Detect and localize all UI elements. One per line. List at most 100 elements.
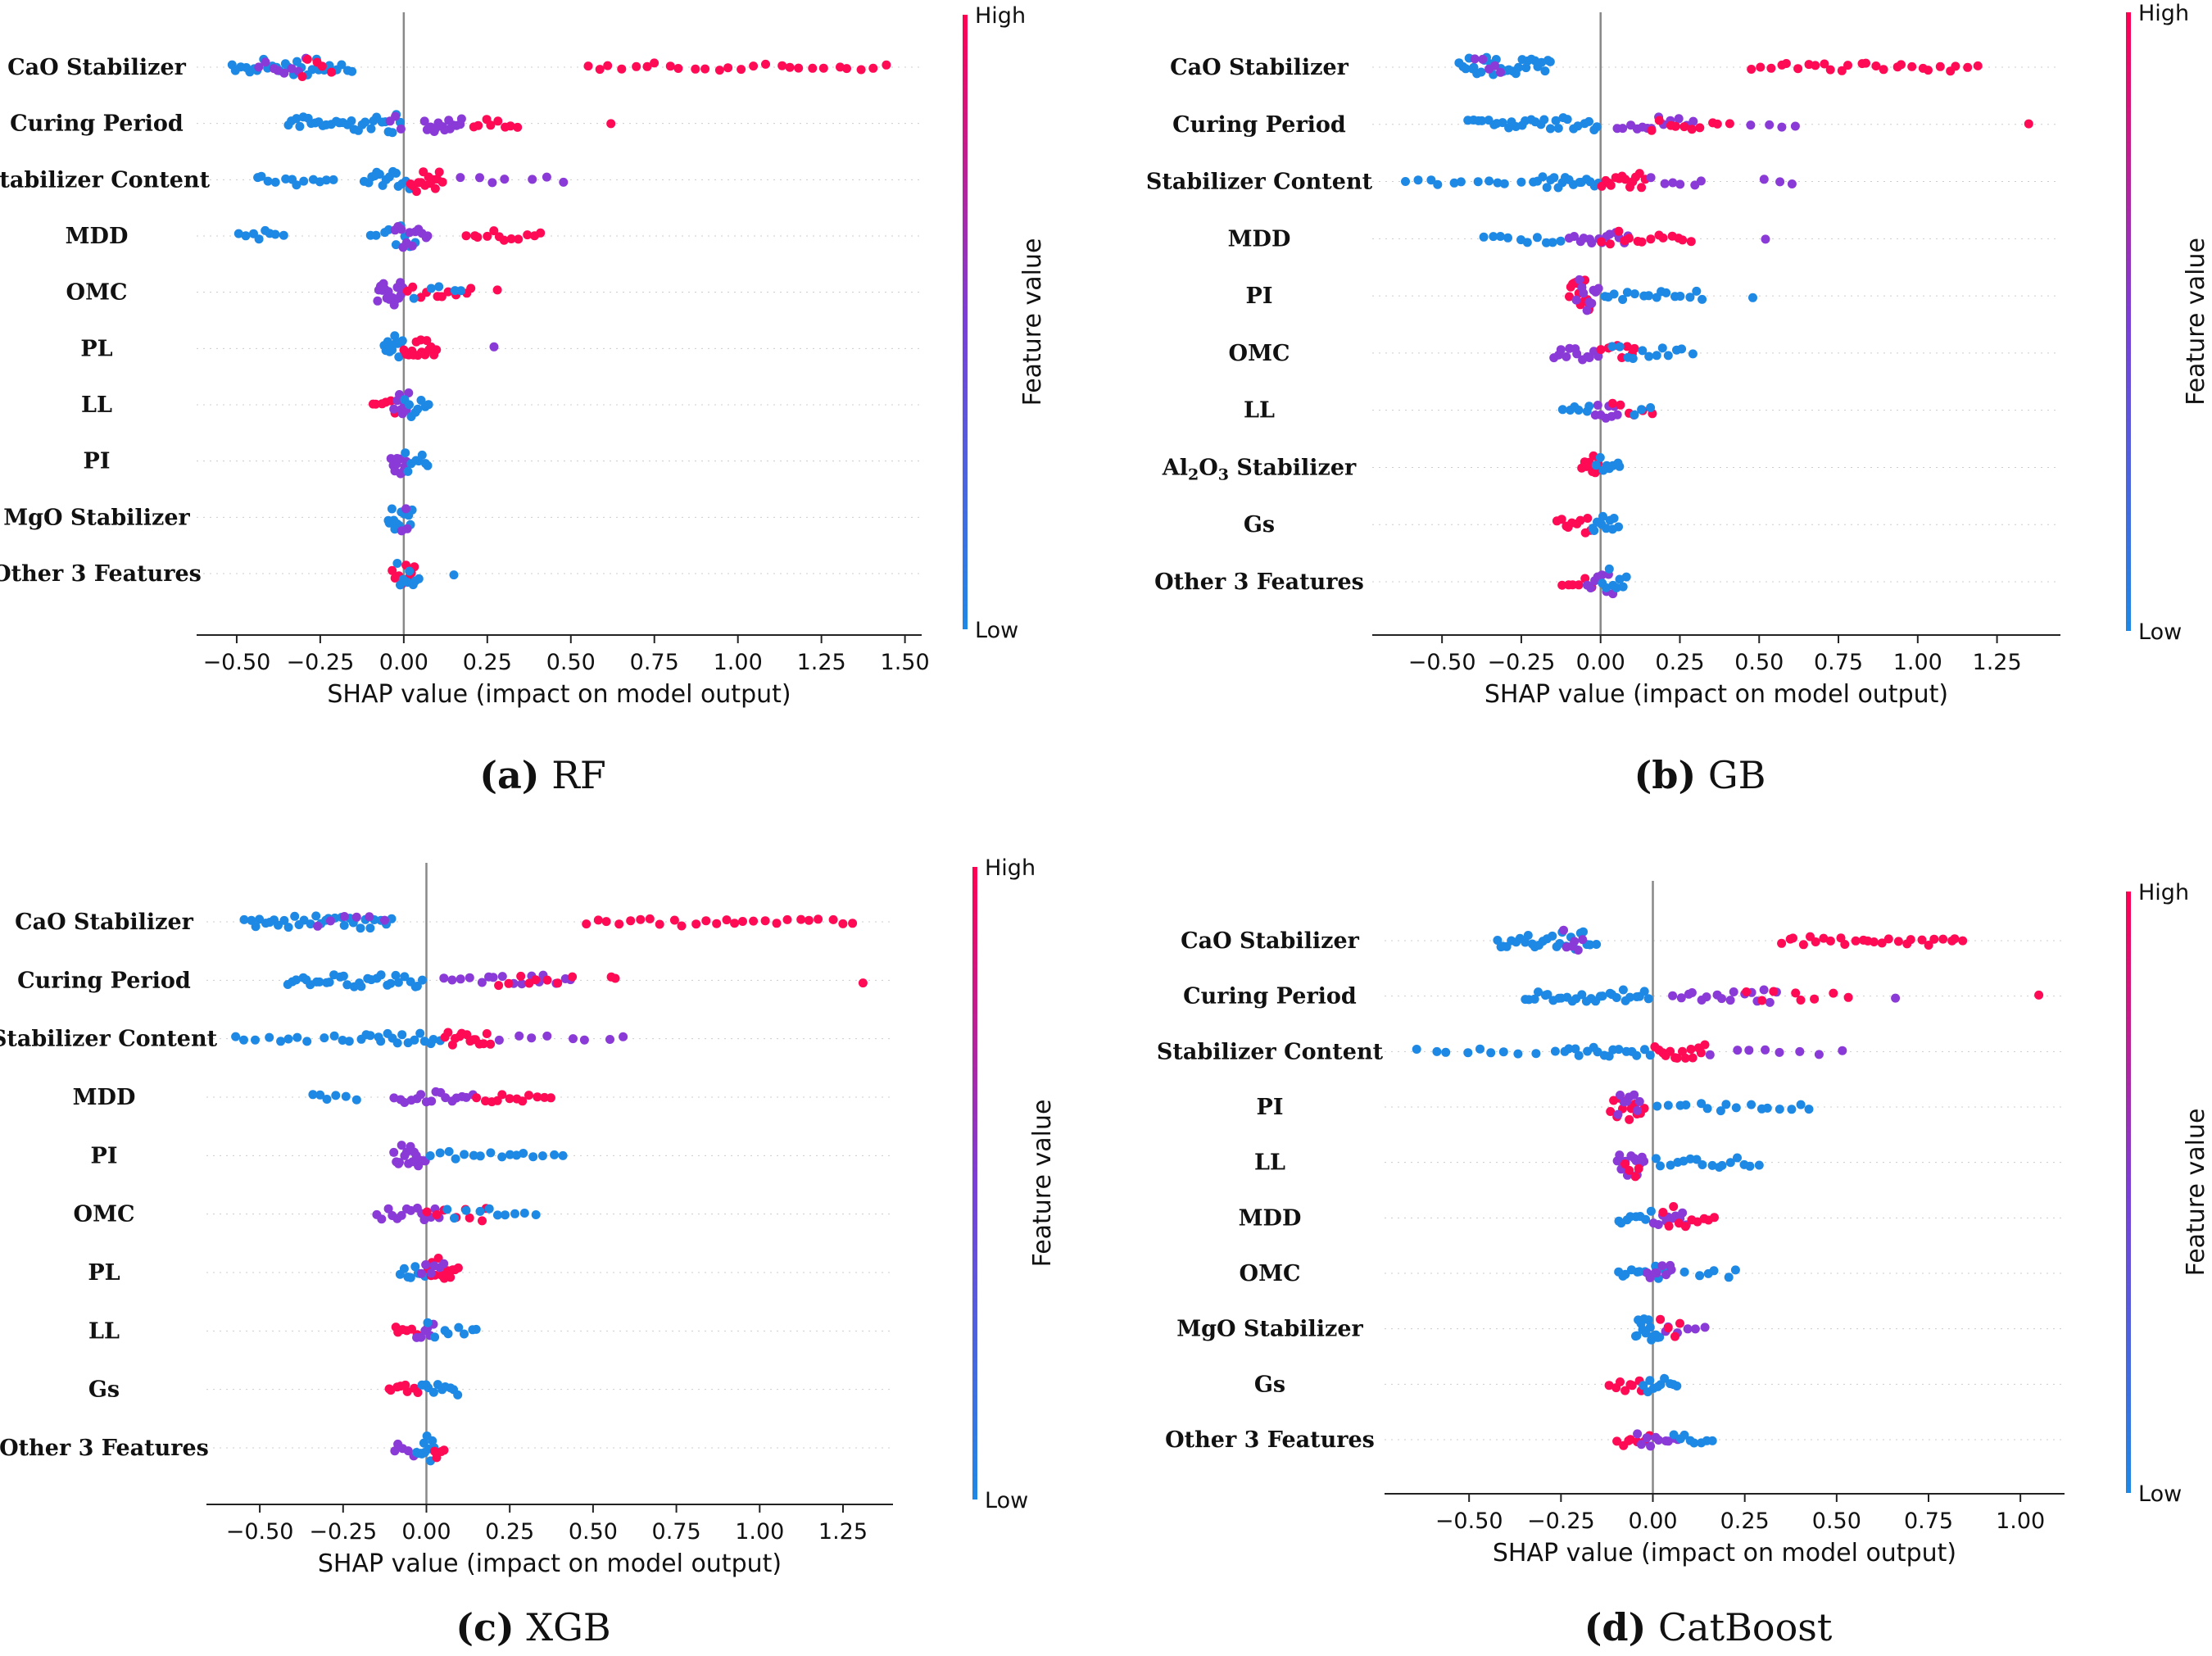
feature-label: CaO Stabilizer: [1181, 928, 1360, 954]
shap-dot: [1790, 121, 1800, 131]
shap-dot: [1654, 116, 1664, 125]
shap-dot: [391, 240, 401, 250]
shap-dot: [400, 972, 410, 982]
shap-dot: [1611, 993, 1621, 1002]
shap-dot: [1627, 1381, 1637, 1391]
shap-dot: [1698, 1160, 1707, 1169]
shap-dot: [777, 61, 787, 70]
shap-dot: [1584, 116, 1593, 126]
colorbar-high-label: High: [2138, 1, 2189, 26]
shap-dot: [1702, 1104, 1712, 1114]
shap-dot: [1604, 564, 1614, 574]
shap-dot: [1879, 65, 1888, 75]
feature-label: CaO Stabilizer: [1170, 55, 1349, 80]
shap-dot: [1572, 349, 1582, 359]
shap-dot: [1633, 1429, 1643, 1439]
shap-dot: [677, 921, 687, 931]
shap-dot: [1470, 54, 1480, 64]
shap-dot: [636, 914, 646, 924]
shap-dot: [1479, 232, 1489, 242]
shap-dot: [410, 1035, 419, 1045]
shap-dot: [1646, 173, 1656, 183]
shap-dot: [308, 1090, 318, 1100]
shap-dot: [1495, 232, 1505, 241]
shap-dot: [295, 121, 305, 131]
shap-dot: [1646, 1441, 1656, 1451]
feature-label: Other 3 Features: [1154, 569, 1364, 595]
shap-dot: [1688, 1053, 1698, 1063]
shap-dot: [422, 336, 432, 346]
x-tick-label: 1.50: [881, 650, 930, 675]
shap-dot: [1788, 933, 1797, 943]
shap-dot: [287, 64, 297, 74]
shap-dot: [487, 178, 497, 188]
shap-dot: [407, 1324, 416, 1334]
shap-dot: [477, 978, 487, 987]
shap-dot: [373, 296, 383, 306]
shap-dot: [2034, 990, 2044, 1000]
shap-dot: [1556, 236, 1566, 246]
shap-dot: [738, 917, 747, 926]
shap-dot: [1762, 1103, 1772, 1113]
shap-dot: [251, 922, 261, 932]
shap-dot: [1897, 60, 1906, 70]
shap-dot: [341, 1091, 351, 1101]
shap-dot: [306, 919, 315, 929]
shap-dot: [550, 1150, 560, 1159]
shap-dot: [1549, 173, 1559, 183]
shap-dot: [1721, 1100, 1731, 1109]
shap-dot: [428, 1387, 438, 1397]
colorbar-high-label: High: [975, 3, 1026, 29]
shap-dot: [475, 1151, 485, 1161]
shap-dot: [760, 916, 770, 926]
shap-dot: [606, 119, 616, 129]
shap-dot: [1675, 179, 1685, 189]
shap-dot: [380, 915, 389, 925]
shap-dot: [469, 1150, 478, 1160]
shap-dot: [505, 121, 515, 131]
shap-dot: [1733, 1153, 1742, 1163]
shap-dot: [1653, 1436, 1663, 1445]
feature-label: MDD: [1239, 1205, 1302, 1231]
shap-dot: [1787, 179, 1797, 188]
shap-dot: [1707, 1436, 1717, 1445]
shap-dot: [665, 61, 675, 71]
shap-dot: [1574, 580, 1584, 590]
shap-dot: [537, 1151, 547, 1161]
shap-dot: [450, 1214, 459, 1223]
shap-dot: [536, 228, 546, 238]
shap-dot: [432, 1210, 442, 1219]
shap-dot: [430, 184, 440, 193]
shap-dot: [1570, 232, 1579, 241]
shap-dot: [410, 1262, 420, 1272]
shap-dot: [1666, 1265, 1676, 1274]
shap-dot: [407, 241, 417, 251]
x-tick-label: 1.00: [714, 650, 763, 675]
shap-dot: [1843, 61, 1852, 70]
shap-dot: [1677, 344, 1687, 354]
shap-dot: [1787, 1105, 1797, 1114]
shap-dot: [1674, 114, 1684, 124]
shap-dot: [424, 400, 433, 410]
shap-dot: [281, 174, 291, 184]
shap-dot: [321, 175, 331, 185]
shap-dot: [419, 116, 429, 126]
shap-dot: [254, 234, 264, 244]
shap-panel-c: −0.50 −0.25 0.00 0.25 0.50 0.75 1.00 1.25 SHAP v…: [0, 855, 1057, 1649]
shap-dot: [513, 122, 523, 132]
shap-dot: [1616, 1377, 1625, 1386]
shap-dot: [371, 399, 381, 409]
shap-dot: [389, 404, 399, 414]
shap-dot: [443, 1329, 453, 1339]
shap-dot: [402, 1386, 412, 1396]
shap-dot: [449, 570, 459, 580]
shap-dot: [1716, 1106, 1725, 1116]
x-tick-label: −0.50: [203, 650, 271, 675]
shap-dot: [1432, 1046, 1442, 1056]
shap-dot: [1748, 293, 1757, 302]
shap-dot: [1759, 175, 1769, 184]
shap-dot: [423, 461, 433, 470]
shap-dot: [730, 919, 740, 928]
shap-dot: [1449, 178, 1459, 188]
